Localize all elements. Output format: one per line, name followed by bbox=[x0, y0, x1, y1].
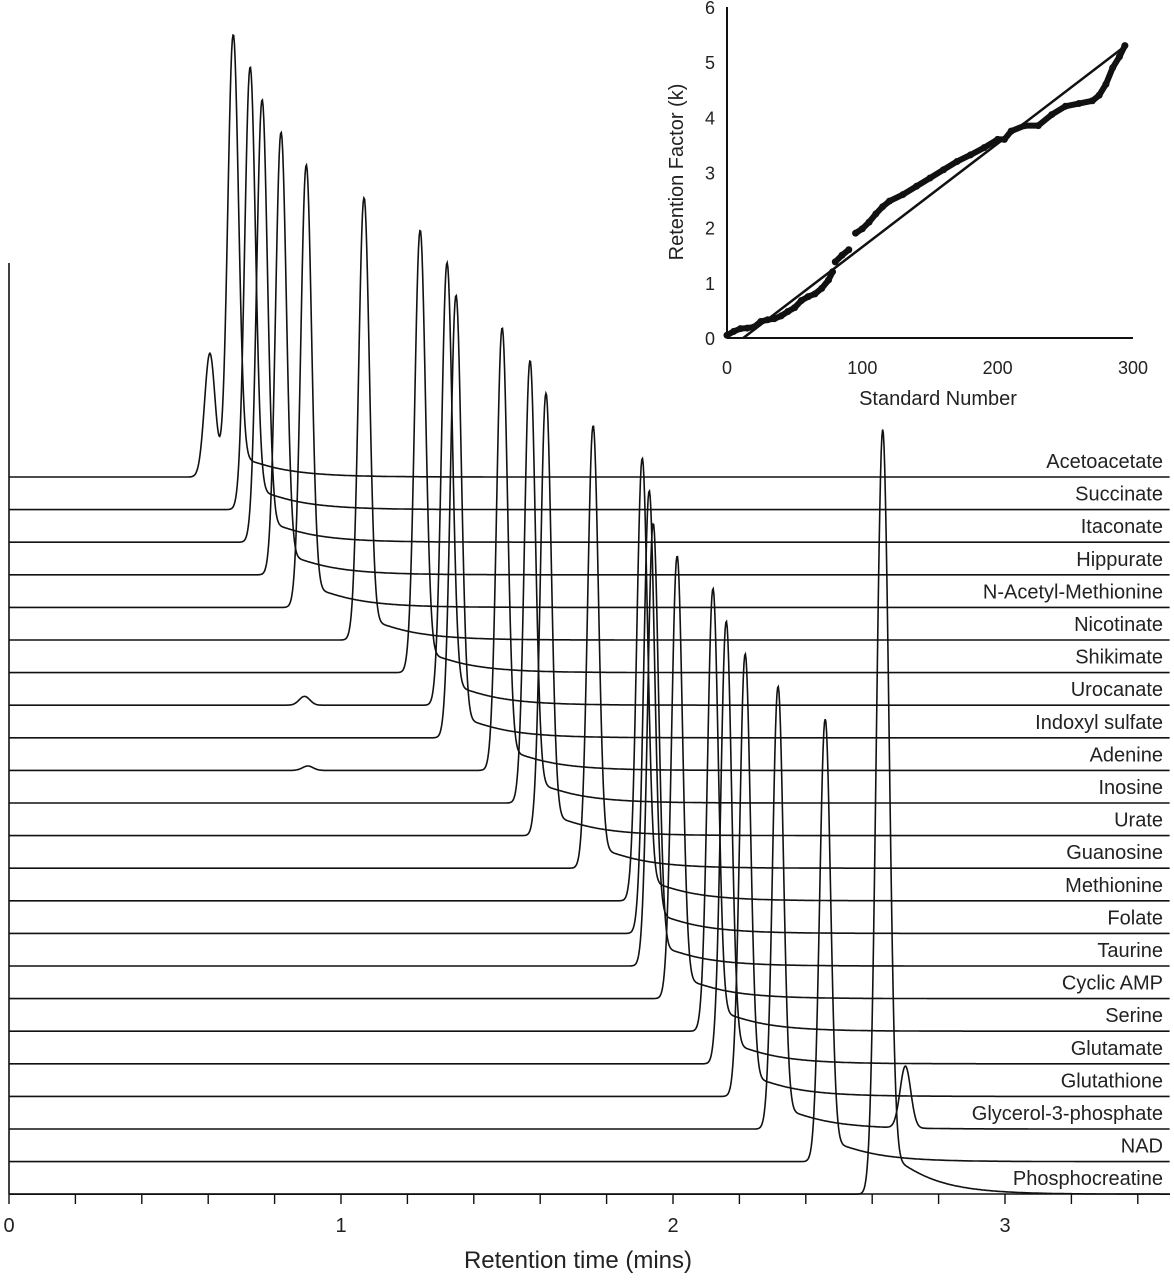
trace-inosine bbox=[9, 359, 1170, 804]
compound-label: Taurine bbox=[1097, 940, 1163, 962]
inset-point bbox=[1121, 42, 1129, 50]
trace-serine bbox=[9, 586, 1170, 1032]
inset-y-tick-label: 4 bbox=[705, 108, 715, 128]
main-x-axis-label: Retention time (mins) bbox=[464, 1247, 692, 1274]
trace-adenine bbox=[9, 327, 1170, 772]
inset-y-tick-label: 0 bbox=[705, 329, 715, 349]
inset-y-tick-label: 3 bbox=[705, 164, 715, 184]
trace-folate bbox=[9, 488, 1170, 935]
compound-label: Glutathione bbox=[1061, 1070, 1163, 1092]
compound-label: Cyclic AMP bbox=[1062, 973, 1163, 995]
inset-y-tick-label: 1 bbox=[705, 274, 715, 294]
compound-label: Acetoacetate bbox=[1046, 451, 1163, 473]
compound-label: Phosphocreatine bbox=[1013, 1168, 1163, 1190]
x-tick-label: 3 bbox=[999, 1215, 1010, 1237]
compound-label: Hippurate bbox=[1076, 549, 1163, 571]
compound-label: N-Acetyl-Methionine bbox=[983, 581, 1163, 603]
compound-label: Folate bbox=[1107, 907, 1163, 929]
compound-label: Urate bbox=[1114, 810, 1163, 832]
compound-label: Succinate bbox=[1075, 484, 1163, 506]
x-tick-label: 0 bbox=[3, 1215, 14, 1237]
trace-shikimate bbox=[9, 229, 1170, 674]
inset-x-tick-label: 200 bbox=[983, 358, 1013, 378]
trace-succinate bbox=[9, 66, 1170, 511]
inset-fit-line bbox=[742, 47, 1123, 339]
compound-label: Shikimate bbox=[1075, 647, 1163, 669]
inset-y-tick-label: 6 bbox=[705, 0, 715, 18]
compound-label: Guanosine bbox=[1066, 842, 1163, 864]
trace-nad bbox=[9, 719, 1170, 1163]
trace-glycerol-3-phosphate bbox=[9, 684, 1170, 1130]
trace-n-acetyl-methionine bbox=[9, 162, 1170, 609]
compound-label: Glutamate bbox=[1071, 1038, 1163, 1060]
inset-x-tick-label: 100 bbox=[847, 358, 877, 378]
compound-label: Urocanate bbox=[1071, 679, 1163, 701]
inset-x-axis-label: Standard Number bbox=[859, 388, 1017, 410]
inset-x-tick-label: 0 bbox=[722, 358, 732, 378]
trace-indoxyl-sulfate bbox=[9, 293, 1170, 739]
trace-nicotinate bbox=[9, 195, 1170, 641]
compound-label: Inosine bbox=[1099, 777, 1164, 799]
compound-label: Indoxyl sulfate bbox=[1035, 712, 1163, 734]
inset-x-tick-label: 300 bbox=[1118, 358, 1148, 378]
inset-y-tick-label: 2 bbox=[705, 219, 715, 239]
inset-y-axis-label: Retention Factor (k) bbox=[666, 84, 688, 261]
trace-acetoacetate bbox=[9, 33, 1170, 478]
compound-label: Nicotinate bbox=[1074, 614, 1163, 636]
compound-label: Serine bbox=[1105, 1005, 1163, 1027]
compound-label: Glycerol-3-phosphate bbox=[972, 1103, 1163, 1125]
chromatogram-traces bbox=[9, 33, 1170, 1195]
trace-itaconate bbox=[9, 98, 1170, 543]
trace-urocanate bbox=[9, 259, 1170, 706]
compound-label: Adenine bbox=[1090, 744, 1163, 766]
inset-y-tick-label: 5 bbox=[705, 53, 715, 73]
compound-label: Methionine bbox=[1065, 875, 1163, 897]
inset-point bbox=[845, 246, 853, 254]
compound-label: NAD bbox=[1121, 1136, 1163, 1158]
trace-methionine bbox=[9, 456, 1170, 902]
trace-taurine bbox=[9, 522, 1170, 967]
inset-scatter-plot: 0 1 2 3 4 5 6 0 100 200 300 bbox=[705, 0, 1148, 378]
compound-labels: Acetoacetate Succinate Itaconate Hippurate N… bbox=[972, 451, 1163, 1190]
main-axes: 0 1 2 3 bbox=[3, 263, 1170, 1237]
inset-point bbox=[829, 268, 837, 276]
trace-hippurate bbox=[9, 130, 1170, 576]
trace-glutathione bbox=[9, 651, 1170, 1098]
x-tick-label: 1 bbox=[335, 1215, 346, 1237]
compound-label: Itaconate bbox=[1081, 516, 1163, 538]
x-tick-label: 2 bbox=[667, 1215, 678, 1237]
trace-urate bbox=[9, 390, 1170, 837]
trace-glutamate bbox=[9, 619, 1170, 1065]
trace-cyclic-amp bbox=[9, 555, 1170, 1000]
trace-guanosine bbox=[9, 425, 1170, 869]
